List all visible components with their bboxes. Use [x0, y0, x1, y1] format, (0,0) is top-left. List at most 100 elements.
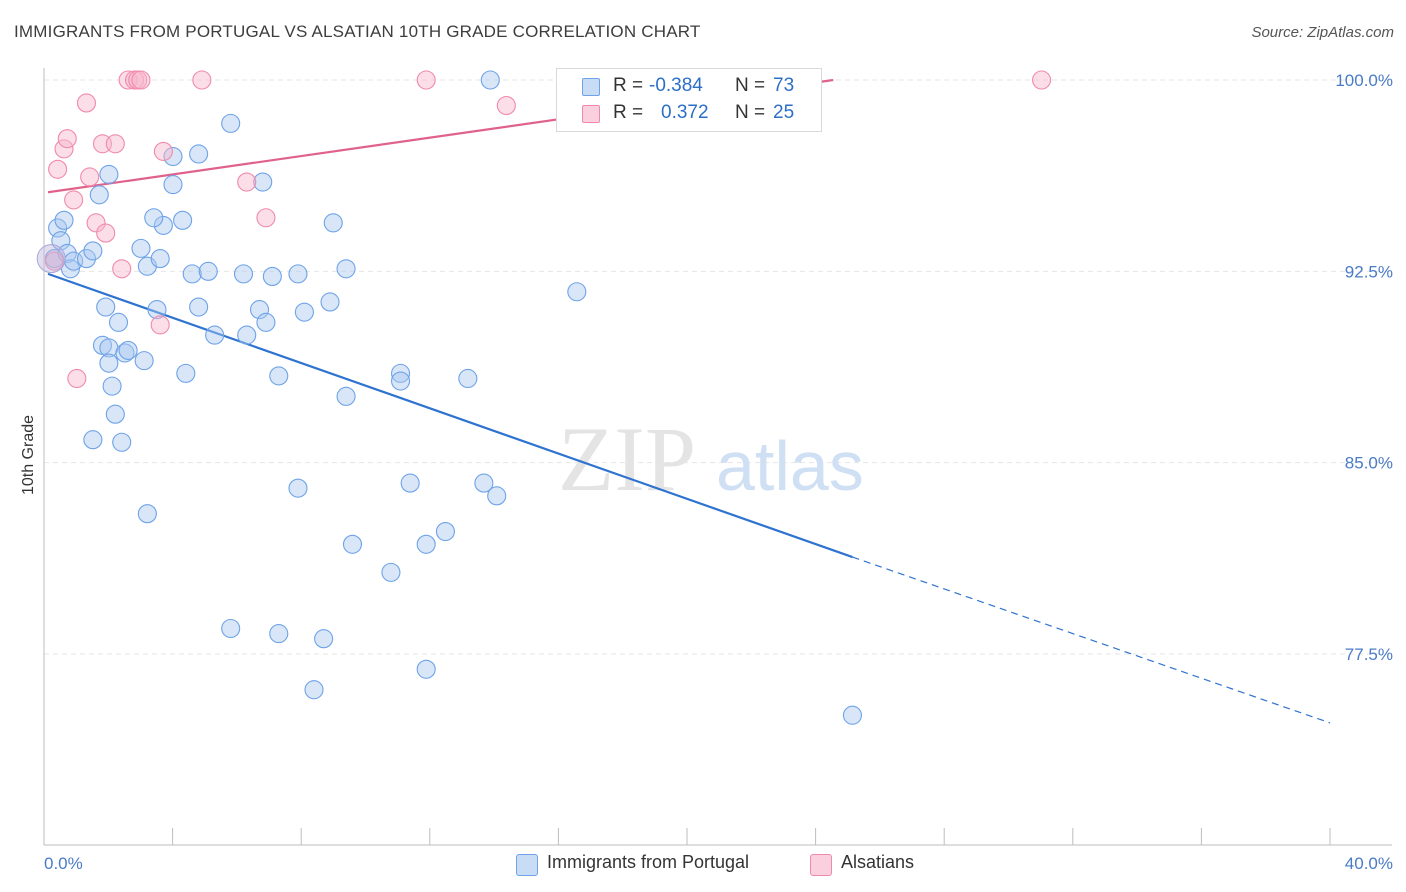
point-portugal: [163, 175, 183, 195]
series-swatch-alsatians: [810, 854, 832, 876]
legend-n-label: N =: [735, 75, 766, 96]
point-alsatians: [496, 95, 516, 116]
legend-n-label: N =: [735, 102, 766, 123]
point-portugal: [269, 624, 289, 644]
trend-line-extension: [852, 556, 1331, 724]
point-portugal: [314, 629, 334, 649]
point-alsatians: [105, 134, 125, 154]
point-portugal: [416, 534, 436, 554]
x-tick-label: 0.0%: [44, 854, 83, 873]
point-portugal: [288, 478, 308, 498]
point-alsatians: [131, 70, 151, 90]
series-label-alsatians: Alsatians: [841, 852, 915, 872]
point-portugal: [189, 297, 209, 317]
point-portugal: [237, 325, 257, 345]
axes: [43, 68, 1392, 846]
point-alsatians: [112, 259, 132, 279]
point-portugal: [458, 368, 478, 389]
legend-r-label: R =: [613, 75, 644, 96]
point-portugal: [189, 144, 209, 164]
point-portugal: [108, 312, 129, 332]
point-portugal: [105, 404, 125, 424]
point-portugal: [83, 430, 103, 450]
series-legend: Immigrants from Portugal Alsatians: [0, 852, 1406, 878]
correlation-legend: R = -0.384 N = 73 R = 0.372 N = 25: [556, 68, 822, 132]
y-tick-label: 92.5%: [1345, 262, 1393, 281]
point-portugal: [48, 218, 68, 238]
point-portugal: [320, 292, 340, 312]
point-portugal: [163, 146, 183, 167]
point-portugal: [205, 325, 225, 345]
data-points: [36, 70, 1052, 725]
point-portugal: [54, 210, 74, 230]
source-credit: Source: ZipAtlas.com: [1251, 24, 1394, 41]
gridlines: [44, 79, 1390, 655]
point-portugal: [336, 386, 356, 406]
point-portugal: [99, 164, 119, 184]
point-portugal: [336, 259, 356, 279]
point-alsatians: [256, 208, 276, 228]
point-portugal: [294, 302, 314, 322]
point-portugal: [390, 363, 411, 383]
watermark: ZIP atlas: [558, 408, 864, 510]
point-portugal: [487, 486, 507, 506]
point-alsatians: [416, 70, 436, 90]
point-alsatians: [48, 159, 68, 179]
point-portugal: [131, 238, 151, 258]
point-alsatians: [57, 129, 77, 149]
point-portugal: [96, 297, 116, 317]
point-alsatians: [76, 93, 97, 113]
point-alsatians: [96, 223, 116, 243]
point-portugal: [150, 249, 170, 269]
point-portugal: [118, 340, 138, 360]
x-tick-label: 40.0%: [1345, 854, 1393, 873]
point-portugal: [147, 300, 167, 320]
point-portugal: [176, 363, 196, 383]
point-portugal: [83, 241, 103, 261]
point-portugal: [173, 210, 193, 230]
point-portugal: [137, 504, 157, 524]
point-portugal: [474, 473, 494, 493]
point-portugal: [144, 208, 164, 228]
trend-line-portugal: [47, 272, 853, 559]
point-alsatians: [150, 315, 170, 335]
watermark-atlas: atlas: [716, 427, 864, 505]
point-portugal: [269, 366, 289, 386]
point-alsatians: [86, 213, 106, 233]
legend-swatch-portugal: [582, 78, 600, 96]
point-portugal: [115, 343, 135, 363]
point-portugal: [323, 213, 343, 233]
point-portugal: [253, 172, 273, 192]
point-portugal: [480, 70, 500, 90]
point-cluster: [36, 244, 66, 274]
legend-n-value: 25: [773, 102, 795, 123]
point-portugal: [89, 185, 109, 205]
point-portugal: [102, 376, 122, 396]
tick-labels: 77.5% 85.0% 92.5% 100.0% 0.0% 40.0%: [44, 71, 1393, 873]
point-portugal: [304, 680, 324, 700]
chart-title: IMMIGRANTS FROM PORTUGAL VS ALSATIAN 10T…: [14, 22, 701, 41]
point-portugal: [256, 312, 276, 332]
point-alsatians: [54, 139, 74, 159]
y-tick-label: 100.0%: [1335, 71, 1393, 90]
point-portugal: [390, 371, 411, 391]
point-portugal: [435, 521, 455, 542]
point-portugal: [182, 264, 202, 284]
point-portugal: [342, 534, 363, 554]
point-portugal: [221, 113, 241, 133]
point-portugal: [262, 266, 282, 286]
point-alsatians: [237, 172, 257, 192]
legend-n-value: 73: [773, 75, 795, 96]
point-portugal: [288, 264, 308, 284]
point-alsatians: [80, 167, 100, 187]
point-portugal: [112, 432, 132, 452]
point-alsatians: [1032, 70, 1052, 90]
y-tick-label: 85.0%: [1345, 454, 1393, 473]
point-alsatians: [64, 190, 84, 210]
point-alsatians: [67, 368, 87, 389]
point-alsatians: [44, 251, 64, 271]
y-tick-label: 77.5%: [1345, 645, 1393, 664]
legend-r-label: R =: [613, 102, 644, 123]
point-portugal: [400, 473, 420, 493]
